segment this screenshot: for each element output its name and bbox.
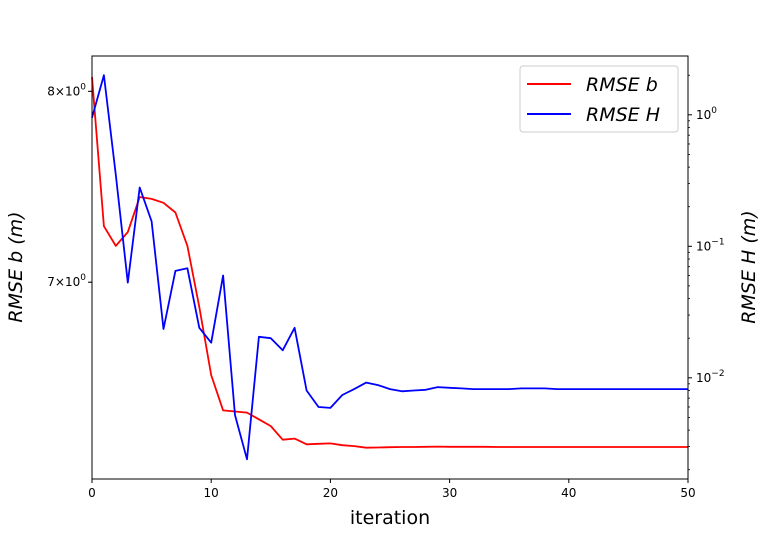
y-axis-left-label: RMSE b (m) xyxy=(5,211,27,322)
y-right-tick-label: 10−1 xyxy=(696,237,725,253)
series-line-rmse-h xyxy=(91,74,688,461)
x-tick-label: 40 xyxy=(561,486,576,500)
x-tick-label: 30 xyxy=(442,486,457,500)
x-tick-label: 10 xyxy=(204,486,219,500)
y-left-tick-label: 8×100 xyxy=(47,82,86,98)
series-line-rmse-b xyxy=(91,77,688,449)
legend: RMSE b RMSE H xyxy=(519,65,679,133)
series-layer xyxy=(91,74,688,461)
y-axis-left: 8×100 7×100 xyxy=(47,82,92,289)
plot-area xyxy=(91,55,689,480)
x-axis: 0 10 20 30 40 50 xyxy=(88,479,696,500)
legend-label-rmse-b: RMSE b xyxy=(586,74,658,96)
legend-box xyxy=(519,65,679,133)
x-axis-label: iteration xyxy=(350,507,430,529)
x-tick-label: 20 xyxy=(323,486,338,500)
y-right-tick-label: 100 xyxy=(696,106,717,122)
y-axis-right: 100 10−1 10−2 xyxy=(688,74,725,471)
y-axis-right-label: RMSE H (m) xyxy=(738,210,760,323)
x-tick-label: 0 xyxy=(88,486,96,500)
x-tick-label: 50 xyxy=(680,486,695,500)
plot-frame xyxy=(91,55,689,480)
y-right-tick-label: 10−2 xyxy=(696,369,725,385)
legend-label-rmse-h: RMSE H xyxy=(586,104,660,126)
y-left-tick-label: 7×100 xyxy=(47,273,86,289)
